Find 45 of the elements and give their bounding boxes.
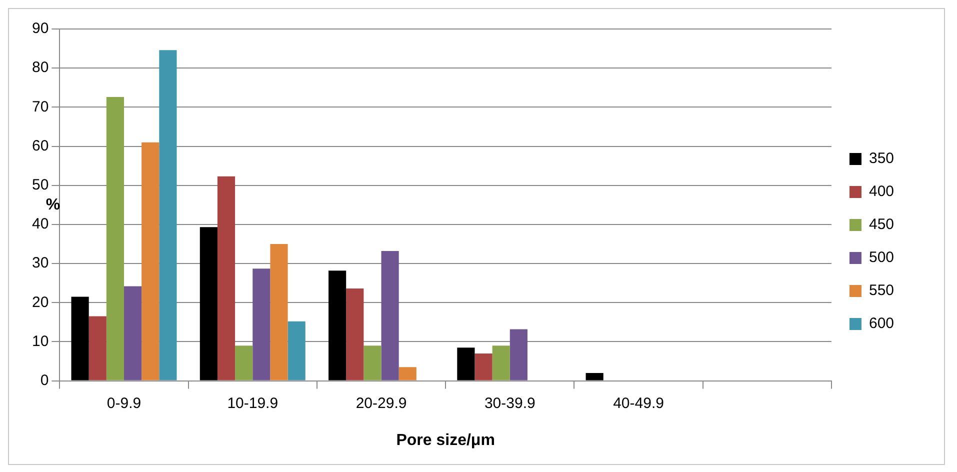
bar [200, 227, 218, 380]
legend-label: 600 [868, 315, 894, 332]
bar [288, 321, 306, 380]
bar [252, 268, 270, 380]
y-tick-label: 20 [32, 294, 49, 311]
bar [364, 346, 382, 380]
x-tick-label: 30-39.9 [484, 394, 536, 412]
bar [88, 316, 106, 380]
bar [474, 353, 492, 380]
bar [124, 286, 142, 380]
legend-label: 450 [868, 216, 894, 234]
y-tick-label: 70 [32, 98, 49, 116]
bar [346, 288, 364, 380]
legend-label: 500 [868, 249, 894, 266]
x-tick-label: 20-29.9 [356, 394, 407, 412]
bar [586, 372, 604, 380]
bar [235, 346, 253, 380]
bar [381, 251, 399, 380]
bar [492, 346, 510, 380]
y-tick-label: 0 [40, 372, 49, 389]
bar [71, 296, 89, 380]
bar [270, 244, 288, 380]
legend-label: 550 [868, 282, 894, 300]
y-tick-label: 60 [32, 137, 49, 154]
bar [457, 348, 475, 380]
y-tick-label: 10 [32, 332, 49, 350]
bar [159, 50, 177, 380]
y-axis-title: % [46, 196, 60, 214]
bar [510, 329, 528, 380]
bar [328, 270, 346, 380]
x-tick-label: 40-49.9 [613, 394, 664, 412]
x-axis-title: Pore size/μm [396, 432, 495, 449]
x-tick-label: 10-19.9 [227, 394, 278, 412]
bar [398, 367, 416, 380]
y-tick-label: 40 [32, 216, 49, 233]
x-tick-label: 0-9.9 [106, 394, 142, 412]
bar [106, 97, 124, 380]
y-tick-label: 50 [32, 176, 49, 194]
y-tick-label: 30 [32, 254, 49, 272]
y-tick-label: 80 [32, 59, 49, 76]
y-tick-label: 90 [32, 20, 49, 38]
legend-label: 350 [868, 150, 894, 168]
bar [142, 142, 160, 380]
legend-label: 400 [868, 183, 894, 200]
bar [217, 176, 236, 380]
